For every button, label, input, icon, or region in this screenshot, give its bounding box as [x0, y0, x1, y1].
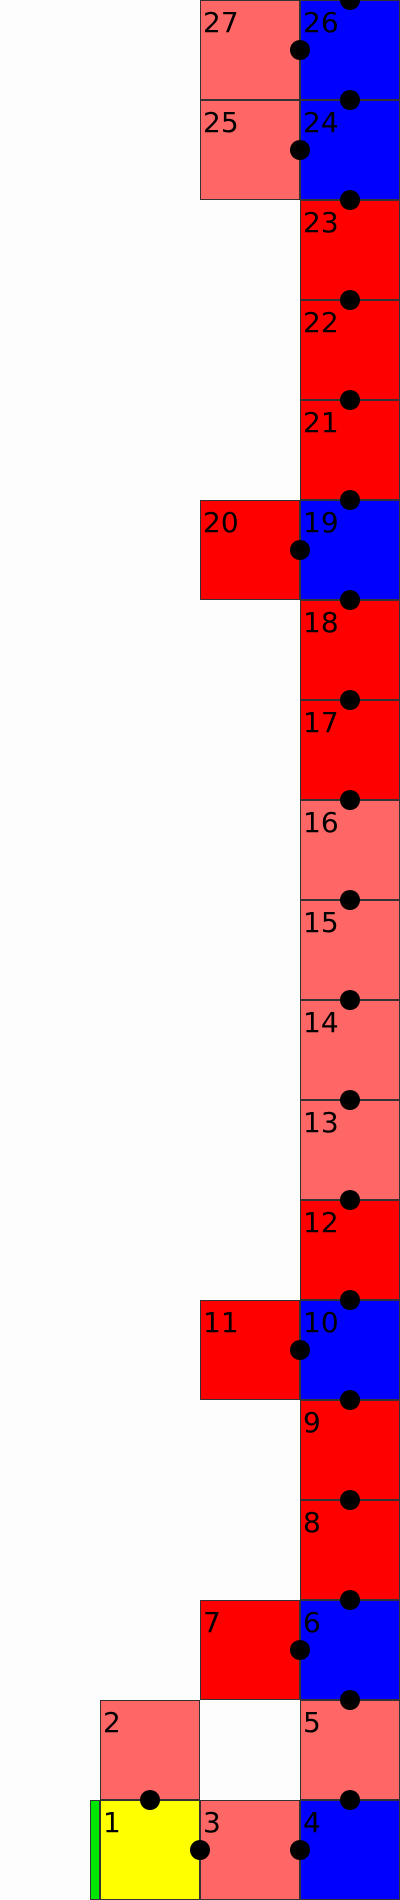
cell-label: 15: [303, 906, 339, 939]
cell-17: 17: [300, 700, 400, 800]
path-dot-7: [340, 1590, 360, 1610]
cell-8: 8: [300, 1500, 400, 1600]
path-dot-15: [340, 890, 360, 910]
cell-label: 21: [303, 406, 339, 439]
cell-label: 5: [303, 1706, 321, 1739]
path-dot-24: [340, 90, 360, 110]
path-dot-22: [340, 290, 360, 310]
cell-18: 18: [300, 600, 400, 700]
path-dot-14: [340, 990, 360, 1010]
cell-label: 10: [303, 1306, 339, 1339]
cell-label: 13: [303, 1106, 339, 1139]
cell-label: 27: [203, 6, 239, 39]
path-dot-1: [140, 1790, 160, 1810]
cell-15: 15: [300, 900, 400, 1000]
cell-4: 4: [300, 1800, 400, 1900]
cell-label: 8: [303, 1506, 321, 1539]
cell-label: 24: [303, 106, 339, 139]
cell-label: 11: [203, 1306, 239, 1339]
cell-24: 24: [300, 100, 400, 200]
cell-10: 10: [300, 1300, 400, 1400]
cell-label: 3: [203, 1806, 221, 1839]
cell-3: 3: [200, 1800, 300, 1900]
cell-label: 14: [303, 1006, 339, 1039]
cell-27: 27: [200, 0, 300, 100]
path-dot-25: [290, 140, 310, 160]
cell-label: 19: [303, 506, 339, 539]
path-dot-23: [340, 190, 360, 210]
path-dot-11: [290, 1340, 310, 1360]
cell-2: 2: [100, 1700, 200, 1800]
cell-label: 6: [303, 1606, 321, 1639]
path-dot-16: [340, 790, 360, 810]
cell-label: 23: [303, 206, 339, 239]
cell-label: 16: [303, 806, 339, 839]
cell-7: 7: [200, 1600, 300, 1700]
cell-label: 26: [303, 6, 339, 39]
cell-label: 22: [303, 306, 339, 339]
path-dot-9: [340, 1390, 360, 1410]
path-dot-10: [340, 1290, 360, 1310]
path-dot-2: [190, 1840, 210, 1860]
cell-label: 7: [203, 1606, 221, 1639]
cell-5: 5: [300, 1700, 400, 1800]
cell-label: 18: [303, 606, 339, 639]
path-dot-18: [340, 590, 360, 610]
cell-label: 4: [303, 1806, 321, 1839]
start-marker-bar: [90, 1800, 100, 1900]
cell-label: 17: [303, 706, 339, 739]
path-dot-21: [340, 390, 360, 410]
cell-11: 11: [200, 1300, 300, 1400]
path-dot-6: [290, 1640, 310, 1660]
cell-16: 16: [300, 800, 400, 900]
cell-label: 1: [103, 1806, 121, 1839]
path-dot-3: [290, 1840, 310, 1860]
cell-12: 12: [300, 1200, 400, 1300]
path-dot-5: [340, 1690, 360, 1710]
cell-1: 1: [100, 1800, 200, 1900]
cell-label: 2: [103, 1706, 121, 1739]
cell-9: 9: [300, 1400, 400, 1500]
cell-14: 14: [300, 1000, 400, 1100]
path-dot-8: [340, 1490, 360, 1510]
cell-25: 25: [200, 100, 300, 200]
cell-label: 25: [203, 106, 239, 139]
cell-26: 26: [300, 0, 400, 100]
cell-13: 13: [300, 1100, 400, 1200]
cell-23: 23: [300, 200, 400, 300]
path-dot-4: [340, 1790, 360, 1810]
cell-19: 19: [300, 500, 400, 600]
path-dot-17: [340, 690, 360, 710]
cell-label: 20: [203, 506, 239, 539]
path-dot-19: [340, 490, 360, 510]
path-dot-27: [290, 40, 310, 60]
cell-21: 21: [300, 400, 400, 500]
cell-22: 22: [300, 300, 400, 400]
cell-label: 9: [303, 1406, 321, 1439]
path-dot-13: [340, 1090, 360, 1110]
path-dot-12: [340, 1190, 360, 1210]
cell-label: 12: [303, 1206, 339, 1239]
path-dot-26: [340, 0, 360, 10]
cell-6: 6: [300, 1600, 400, 1700]
path-dot-20: [290, 540, 310, 560]
cell-20: 20: [200, 500, 300, 600]
